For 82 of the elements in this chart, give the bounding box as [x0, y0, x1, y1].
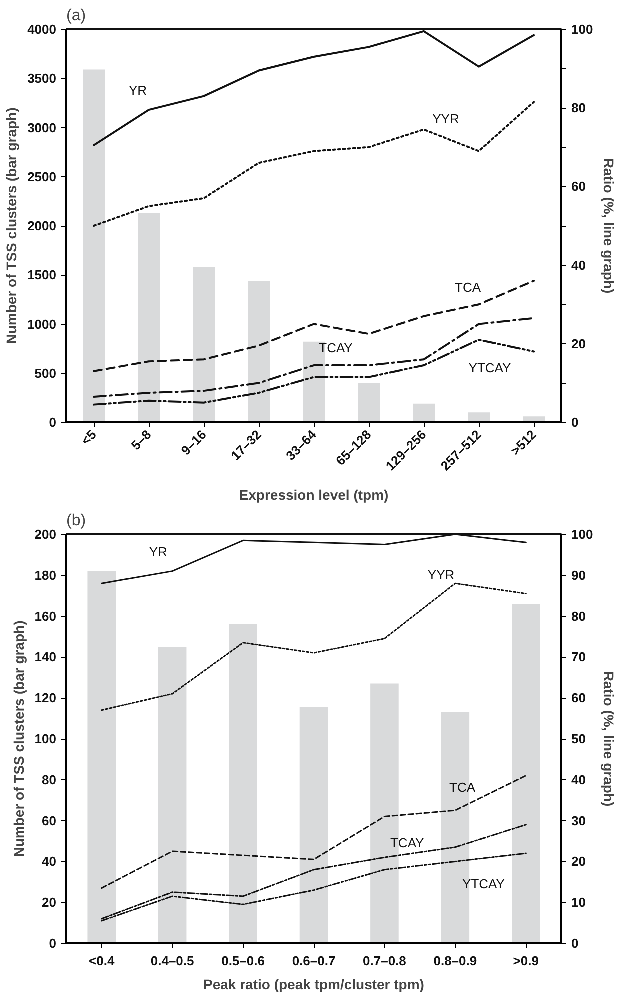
y2-tick-label: 0	[572, 936, 579, 951]
x-tick-label: <0.4	[89, 954, 116, 968]
x-tick-label: 5–8	[128, 427, 154, 454]
y2-tick-label: 100	[572, 22, 594, 37]
y-tick-label: 500	[34, 366, 57, 381]
y-tick-label: 3500	[28, 71, 56, 86]
series-label: TCA	[450, 780, 476, 796]
bar	[229, 624, 258, 944]
bar	[88, 571, 116, 944]
y-tick-label: 40	[42, 854, 57, 870]
y-tick-label: 3000	[28, 120, 56, 136]
line-series	[101, 775, 527, 890]
y-tick-label: 100	[34, 732, 57, 746]
x-tick-label: 0.5–0.6	[222, 954, 265, 968]
y-tick-label: 20	[42, 895, 57, 910]
bar	[248, 281, 270, 422]
series-label: YTCAY	[468, 360, 512, 376]
bar	[512, 604, 540, 944]
y-tick-label: 80	[42, 772, 57, 788]
x-tick-label: >0.9	[513, 954, 539, 968]
x-tick-label: 0.7–0.8	[363, 954, 406, 968]
series-label: YYR	[432, 111, 460, 126]
series-label: YR	[149, 544, 168, 560]
series-label: TCAY	[319, 340, 354, 356]
line-series	[93, 280, 535, 372]
y2-tick-label: 100	[572, 527, 594, 542]
y2-axis-title: Ratio (%, line graph)	[601, 158, 618, 294]
bar	[468, 412, 490, 422]
series-label: YTCAY	[462, 876, 506, 892]
y-tick-label: 160	[34, 608, 57, 624]
line-series	[93, 101, 535, 227]
series-label: TCAY	[390, 835, 425, 850]
y-tick-label: 1500	[28, 268, 56, 283]
y2-axis-title: Ratio (%, line graph)	[601, 671, 618, 807]
bar	[358, 383, 380, 422]
line-series	[93, 317, 535, 398]
y2-tick-label: 70	[572, 650, 586, 665]
bar	[193, 267, 215, 422]
y-tick-label: 200	[34, 527, 57, 542]
y2-tick-label: 20	[572, 854, 586, 870]
bar	[158, 646, 187, 944]
y-tick-label: 1000	[28, 316, 56, 332]
y2-tick-label: 60	[572, 179, 586, 194]
y2-tick-label: 10	[572, 895, 586, 910]
y-tick-label: 60	[42, 813, 57, 828]
chart-title: (a)	[66, 8, 86, 24]
x-tick-label: 0.8–0.9	[434, 954, 478, 968]
y2-tick-label: 60	[572, 690, 586, 706]
line-series	[101, 582, 527, 712]
y2-tick-label: 80	[572, 100, 586, 116]
bar	[300, 707, 328, 944]
y2-tick-label: 30	[572, 813, 586, 828]
y2-tick-label: 40	[572, 772, 586, 788]
series-label: TCA	[455, 280, 482, 295]
y-axis-title: Number of TSS clusters (bar graph)	[10, 620, 27, 858]
y-tick-label: 180	[34, 568, 57, 583]
x-axis-title: Peak ratio (peak tpm/cluster tpm)	[204, 976, 424, 992]
y2-tick-label: 80	[572, 608, 586, 624]
x-tick-label: <5	[78, 427, 100, 448]
line-series	[93, 338, 535, 406]
y-tick-label: 0	[49, 936, 57, 951]
y2-tick-label: 90	[572, 568, 586, 583]
y-tick-label: 2500	[28, 169, 56, 184]
y-tick-label: 120	[34, 690, 57, 706]
bar	[83, 70, 105, 422]
x-tick-label: 0.6–0.7	[292, 954, 336, 968]
y-tick-label: 4000	[28, 22, 56, 37]
bar	[413, 404, 435, 422]
chart-title: (b)	[66, 512, 86, 530]
y2-tick-label: 50	[572, 732, 586, 746]
y-axis-title: Number of TSS clusters (bar graph)	[4, 108, 20, 344]
y-tick-label: 140	[34, 650, 57, 665]
x-tick-label: 0.4–0.5	[150, 954, 194, 968]
x-axis-title: Expression level (tpm)	[239, 486, 389, 503]
series-label: YYR	[428, 568, 455, 583]
y-tick-label: 0	[49, 415, 57, 430]
y2-tick-label: 0	[572, 415, 579, 430]
y2-tick-label: 20	[572, 336, 586, 352]
bar	[138, 213, 160, 422]
y2-tick-label: 40	[572, 258, 586, 273]
y-tick-label: 2000	[28, 218, 56, 234]
series-label: YR	[128, 83, 148, 98]
